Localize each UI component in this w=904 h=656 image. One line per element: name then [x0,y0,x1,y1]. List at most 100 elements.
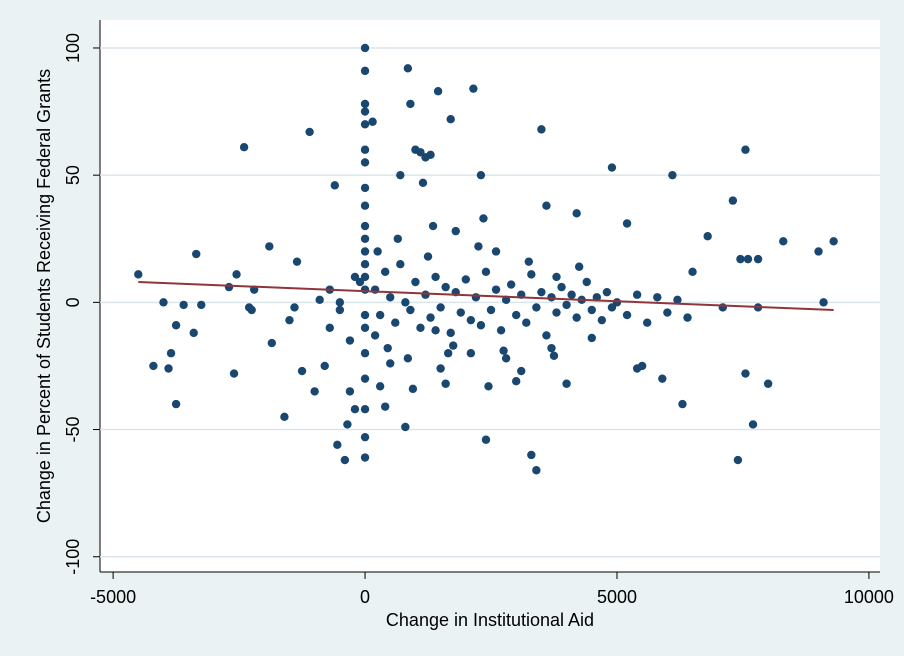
point [632,290,642,299]
point [360,285,370,294]
point [431,326,440,335]
point [360,99,370,109]
point [360,272,370,282]
point [418,178,428,188]
point [360,201,370,210]
point [582,277,591,287]
point [602,287,612,297]
point [663,308,672,317]
point [360,349,370,358]
point [360,323,370,332]
point [408,384,418,394]
point [512,377,521,386]
point [340,455,350,465]
point [305,127,314,137]
point [164,364,173,373]
point [607,163,617,172]
point [736,254,745,264]
point [171,321,181,330]
point [456,308,465,317]
point [683,313,692,322]
point [333,440,342,450]
point [360,43,370,53]
point [426,150,435,160]
point [562,379,571,388]
point [229,369,239,378]
point [572,313,581,322]
point [350,404,360,414]
point [380,402,390,411]
point [506,280,516,289]
point [622,219,632,228]
point [360,453,370,462]
point [658,374,667,383]
y-tick-label: -50 [63,417,83,443]
point [391,318,400,327]
point [537,287,546,297]
point [383,343,392,353]
point [552,272,561,282]
point [501,354,511,363]
point [134,270,143,279]
point [562,300,571,310]
point [159,298,168,307]
point [474,242,483,251]
point [310,387,319,396]
point [481,267,491,277]
x-tick-label: 5000 [597,587,637,607]
point [375,310,385,320]
point [360,145,370,154]
point [763,379,773,388]
point [265,242,274,251]
point [741,145,750,154]
point [479,214,488,223]
point [345,336,355,345]
point [360,432,370,442]
point [436,303,445,312]
point [829,237,838,246]
point [527,270,536,279]
point [320,361,329,371]
point [350,272,360,282]
point [597,315,607,325]
y-axis-title: Change in Percent of Students Receiving … [34,69,54,523]
point [360,260,370,269]
point [476,170,486,180]
point [587,333,596,343]
point [360,404,370,414]
point [360,234,370,243]
x-axis-title: Change in Institutional Aid [386,610,594,630]
point [325,323,334,332]
point [486,305,496,315]
point [386,359,395,368]
point [517,366,526,376]
point [592,293,602,302]
point [532,466,541,475]
point [239,142,249,152]
point [396,260,405,269]
point [572,209,581,218]
point [748,420,758,429]
y-tick-label: 50 [63,165,83,185]
y-tick-label: 100 [63,33,83,63]
point [499,346,508,355]
point [197,300,206,310]
point [403,354,413,363]
point [421,290,430,299]
point [449,341,458,350]
point [179,300,188,310]
point [370,331,380,340]
point [668,170,677,180]
point [232,270,241,279]
point [292,257,302,266]
point [436,364,445,373]
point [481,435,491,444]
point [491,285,501,294]
point [433,87,443,96]
point [461,275,471,284]
point [547,293,556,302]
point [637,361,647,371]
point [171,399,181,409]
point [753,254,763,264]
